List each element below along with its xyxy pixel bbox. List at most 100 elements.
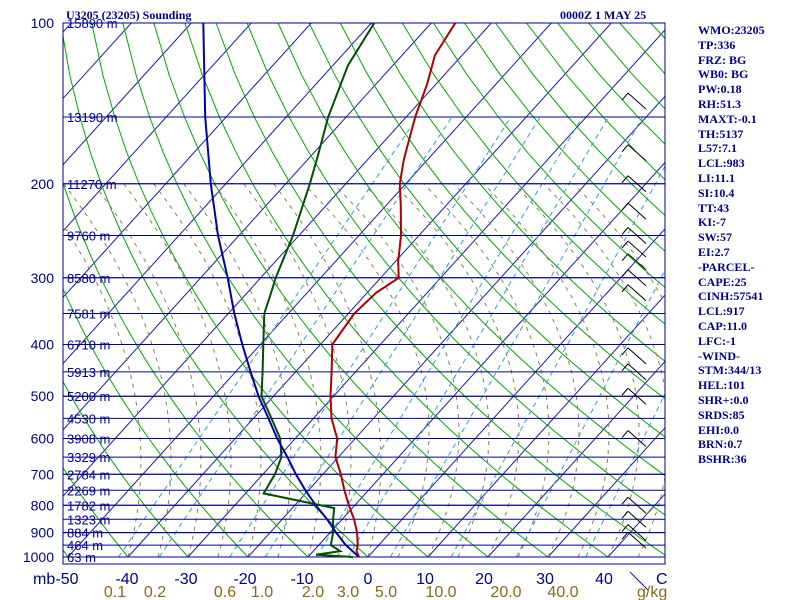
height-label: 4530 m	[67, 411, 110, 426]
height-label: 6710 m	[67, 338, 110, 353]
wind-barb	[621, 202, 647, 220]
wind-barb	[621, 387, 647, 405]
mixing-ratio-line	[118, 116, 419, 558]
height-label: 11270 m	[67, 177, 117, 192]
height-label: 9760 m	[67, 228, 110, 243]
wind-barb	[621, 269, 647, 287]
wind-barb-flag	[621, 284, 629, 293]
mixing-ratio-line	[347, 116, 609, 558]
temperature-line	[329, 23, 457, 558]
pressure-tick-label: 500	[31, 388, 55, 404]
wind-barb-staff	[627, 202, 647, 220]
mixing-ratio-tick-label: 10.0	[425, 584, 456, 600]
index-item: -PARCEL-	[698, 259, 755, 274]
mixing-ratio-line	[264, 116, 541, 558]
isotherm-line	[63, 23, 372, 365]
pressure-tick-label: 800	[31, 497, 55, 513]
wind-barb	[621, 347, 647, 365]
wind-barb-staff	[627, 430, 647, 447]
index-item: FRZ: BG	[698, 52, 747, 67]
pressure-tick-label: 1000	[23, 549, 54, 565]
height-label: 7581 m	[67, 307, 110, 322]
isotherm-line	[63, 23, 192, 166]
index-item: CAPE:25	[698, 274, 747, 289]
pressure-unit-label: mb	[33, 571, 55, 588]
temperature-tick-label: 30	[536, 571, 554, 588]
wind-barb	[621, 363, 647, 381]
isotherm-line	[547, 426, 665, 558]
wind-barb-staff	[627, 269, 647, 287]
moist-adiabat-line	[423, 183, 550, 558]
wind-barb-flag	[621, 531, 629, 540]
wind-barb-staff	[627, 253, 647, 271]
wind-barb-flag	[621, 175, 629, 184]
index-item: LI:11.1	[698, 170, 736, 185]
index-item: TH:5137	[698, 126, 744, 141]
temperature-tick-label: -20	[233, 571, 256, 588]
height-label: 884 m	[67, 526, 103, 541]
index-item: MAXT:-0.1	[698, 111, 757, 126]
height-label: 3908 m	[67, 432, 110, 447]
wind-barb-flag	[621, 430, 629, 438]
mixing-ratio-tick-label: 0.6	[214, 584, 236, 600]
wind-barb	[621, 227, 647, 244]
wind-barb-flag	[621, 510, 629, 519]
wind-barb-staff	[627, 144, 647, 162]
isotherm-line	[367, 228, 665, 558]
wind-barb-flag	[621, 92, 629, 101]
wind-barb-staff	[627, 387, 647, 405]
pressure-tick-label: 200	[31, 176, 55, 192]
index-item: SRDS:85	[698, 407, 745, 422]
wind-barb-staff	[627, 92, 647, 110]
wind-barb-staff	[627, 531, 647, 549]
wind-barb-staff	[627, 240, 647, 258]
mixing-ratio-line	[450, 165, 665, 558]
chart-title: U3205 (23205) Sounding	[66, 8, 191, 22]
isotherm-line	[307, 161, 665, 558]
isotherm-line	[187, 29, 665, 558]
wind-barb-flag	[621, 387, 629, 396]
temperature-tick-label: 20	[475, 571, 493, 588]
isotherm-line	[63, 23, 252, 232]
wind-barb-staff	[627, 496, 647, 514]
index-item: SHR+:0.0	[698, 392, 749, 407]
pressure-tick-label: 600	[31, 431, 55, 447]
mixing-ratio-tick-label: 5.0	[375, 584, 397, 600]
dry-adiabat-line	[0, 23, 8, 557]
temperature-tick-label: 0	[364, 571, 373, 588]
wind-barb	[621, 253, 647, 271]
wind-barb	[621, 175, 647, 193]
wind-barb-staff	[627, 175, 647, 193]
wind-barb	[621, 531, 647, 549]
index-item: CAP:11.0	[698, 318, 747, 333]
isotherm-line	[127, 23, 612, 558]
height-label: 1323 m	[67, 512, 110, 527]
index-item: LCL:983	[698, 156, 745, 171]
wind-barb-staff	[627, 227, 647, 244]
wind-barb	[621, 496, 647, 514]
mixing-ratio-tick-label: 40.0	[547, 584, 578, 600]
temperature-tick-label: -40	[115, 571, 138, 588]
index-item: STM:344/13	[698, 363, 762, 378]
wind-barb-staff	[627, 284, 647, 302]
index-item: LFC:-1	[698, 333, 736, 348]
height-label: 8580 m	[67, 271, 110, 286]
wind-barb	[621, 524, 647, 541]
isotherm-line	[67, 23, 552, 558]
dry-adiabat-line	[215, 23, 665, 556]
moist-adiabat-line	[303, 183, 430, 558]
wind-barb	[621, 240, 647, 258]
pressure-tick-label: 100	[31, 15, 55, 31]
index-item: BRN:0.7	[698, 437, 743, 452]
wind-barb-flag	[621, 347, 629, 356]
moist-adiabat-line	[333, 183, 460, 558]
index-item: WB0: BG	[698, 67, 749, 82]
index-item: EHI:0.0	[698, 422, 740, 437]
moist-adiabat-line	[393, 183, 520, 558]
height-label: 2784 m	[67, 467, 110, 482]
height-label: 1782 m	[67, 498, 110, 513]
isotherm-line	[247, 95, 665, 558]
height-label: 5913 m	[67, 365, 110, 380]
isotherm-line	[427, 294, 665, 558]
